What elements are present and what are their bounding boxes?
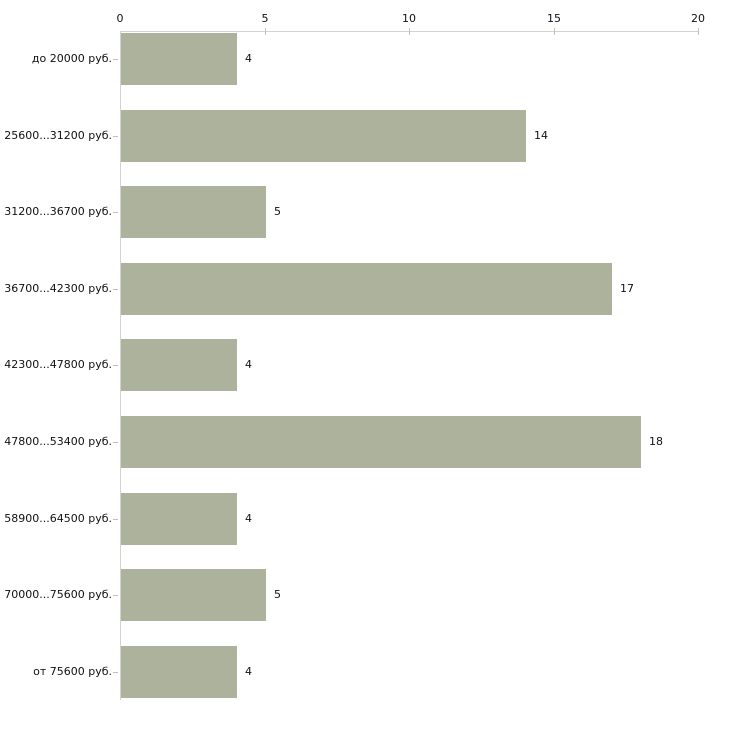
bar-3 — [121, 263, 612, 315]
x-axis-tick-label: 10 — [402, 12, 416, 25]
category-label: 70000...75600 руб. — [4, 588, 112, 601]
bar-value-label: 18 — [649, 435, 663, 448]
category-label: 25600...31200 руб. — [4, 129, 112, 142]
bar-0 — [121, 33, 237, 85]
x-axis-tick-label: 0 — [116, 12, 124, 25]
category-label: 47800...53400 руб. — [4, 435, 112, 448]
x-axis-tick-label: 20 — [691, 12, 705, 25]
category-tick — [113, 442, 118, 443]
x-axis-tick-label: 15 — [547, 12, 561, 25]
category-tick — [113, 595, 118, 596]
bar-value-label: 5 — [274, 205, 281, 218]
bar-value-label: 5 — [274, 588, 281, 601]
bar-7 — [121, 569, 266, 621]
category-label: 31200...36700 руб. — [4, 205, 112, 218]
bar-1 — [121, 110, 526, 162]
x-axis-tick — [698, 28, 699, 35]
bar-value-label: 14 — [534, 129, 548, 142]
category-label: 36700...42300 руб. — [4, 282, 112, 295]
category-tick — [113, 136, 118, 137]
category-tick — [113, 519, 118, 520]
bar-2 — [121, 186, 266, 238]
bar-6 — [121, 493, 237, 545]
category-label: до 20000 руб. — [31, 52, 112, 65]
category-tick — [113, 212, 118, 213]
bar-value-label: 4 — [245, 665, 252, 678]
bar-value-label: 4 — [245, 358, 252, 371]
category-label: 42300...47800 руб. — [4, 358, 112, 371]
bar-5 — [121, 416, 641, 468]
bar-4 — [121, 339, 237, 391]
category-tick — [113, 59, 118, 60]
category-label: 58900...64500 руб. — [4, 512, 112, 525]
bar-8 — [121, 646, 237, 698]
bar-value-label: 4 — [245, 52, 252, 65]
x-axis-tick-label: 5 — [261, 12, 269, 25]
bar-value-label: 4 — [245, 512, 252, 525]
x-axis-tick — [265, 28, 266, 35]
category-tick — [113, 672, 118, 673]
x-axis-tick — [554, 28, 555, 35]
category-label: от 75600 руб. — [33, 665, 112, 678]
category-tick — [113, 289, 118, 290]
bar-value-label: 17 — [620, 282, 634, 295]
y-axis-line — [120, 31, 121, 700]
category-tick — [113, 365, 118, 366]
x-axis-tick — [409, 28, 410, 35]
